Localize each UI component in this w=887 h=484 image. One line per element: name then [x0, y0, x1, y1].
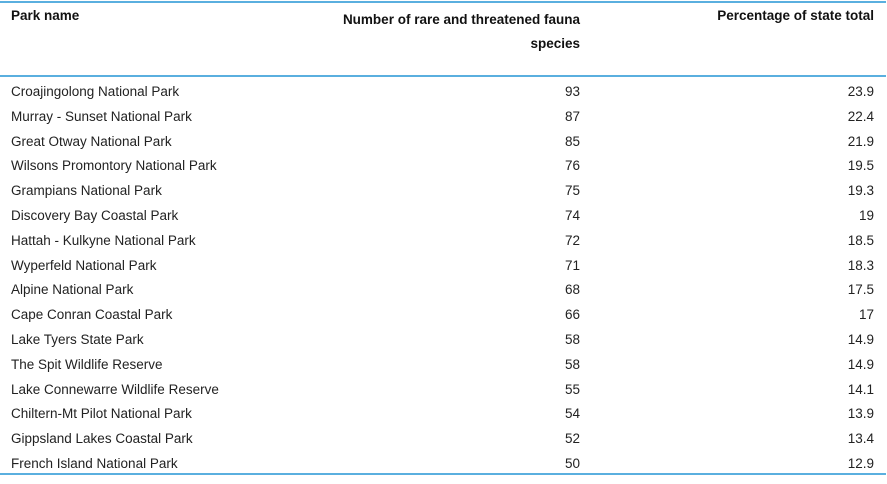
table-body: Croajingolong National Park 93 23.9 Murray … — [0, 80, 887, 477]
percentage-cell: 12.9 — [847, 455, 874, 471]
park-name-cell: Chiltern-Mt Pilot National Park — [11, 406, 192, 422]
park-name-cell: Discovery Bay Coastal Park — [11, 207, 179, 223]
table-row: French Island National Park 50 12.9 — [0, 452, 887, 477]
species-count-cell: 71 — [564, 257, 580, 273]
table-row: Cape Conran Coastal Park 66 17 — [0, 303, 887, 328]
table-top-rule — [0, 1, 886, 3]
header-species-count-line1: Number of rare and threatened fauna — [342, 12, 580, 27]
species-count-cell: 55 — [564, 381, 580, 397]
table-row: Croajingolong National Park 93 23.9 — [0, 80, 887, 105]
percentage-cell: 19.5 — [847, 158, 874, 174]
header-percentage: Percentage of state total — [717, 8, 874, 23]
percentage-cell: 14.9 — [847, 331, 874, 347]
percentage-cell: 14.1 — [847, 381, 874, 397]
table-row: Hattah - Kulkyne National Park 72 18.5 — [0, 229, 887, 254]
species-count-cell: 75 — [564, 183, 580, 199]
percentage-cell: 21.9 — [847, 133, 874, 149]
species-count-cell: 58 — [564, 331, 580, 347]
table-row: Lake Connewarre Wildlife Reserve 55 14.1 — [0, 378, 887, 403]
park-name-cell: Croajingolong National Park — [11, 84, 180, 99]
species-count-cell: 93 — [564, 84, 580, 99]
table-row: Grampians National Park 75 19.3 — [0, 179, 887, 204]
species-count-cell: 76 — [564, 158, 580, 174]
percentage-cell: 13.4 — [847, 431, 874, 447]
percentage-cell: 19 — [858, 207, 874, 223]
park-name-cell: Wilsons Promontory National Park — [11, 158, 217, 174]
park-name-cell: Cape Conran Coastal Park — [11, 307, 173, 323]
percentage-cell: 22.4 — [847, 108, 874, 124]
species-count-cell: 74 — [564, 207, 580, 223]
table-row: Murray - Sunset National Park 87 22.4 — [0, 105, 887, 130]
header-species-count-line2: species — [530, 36, 580, 51]
park-name-cell: French Island National Park — [11, 455, 178, 471]
park-name-cell: Hattah - Kulkyne National Park — [11, 232, 196, 248]
table-row: Gippsland Lakes Coastal Park 52 13.4 — [0, 427, 887, 452]
table-row: Discovery Bay Coastal Park 74 19 — [0, 204, 887, 229]
percentage-cell: 19.3 — [847, 183, 874, 199]
table-row: Wilsons Promontory National Park 76 19.5 — [0, 154, 887, 179]
park-name-cell: Lake Connewarre Wildlife Reserve — [11, 381, 219, 397]
park-name-cell: Alpine National Park — [11, 282, 134, 298]
table-bottom-rule — [0, 473, 886, 475]
park-name-cell: Lake Tyers State Park — [11, 331, 144, 347]
percentage-cell: 18.3 — [847, 257, 874, 273]
percentage-cell: 17.5 — [847, 282, 874, 298]
species-count-cell: 52 — [564, 431, 580, 447]
header-species-count: Number of rare and threatened fauna spec… — [280, 8, 580, 56]
park-name-cell: The Spit Wildlife Reserve — [11, 356, 163, 372]
park-name-cell: Great Otway National Park — [11, 133, 172, 149]
table-row: The Spit Wildlife Reserve 58 14.9 — [0, 353, 887, 378]
percentage-cell: 18.5 — [847, 232, 874, 248]
species-count-cell: 66 — [564, 307, 580, 323]
header-park-name: Park name — [11, 8, 80, 23]
species-count-cell: 85 — [564, 133, 580, 149]
species-count-cell: 68 — [564, 282, 580, 298]
percentage-cell: 13.9 — [847, 406, 874, 422]
table-row: Wyperfeld National Park 71 18.3 — [0, 254, 887, 279]
percentage-cell: 14.9 — [847, 356, 874, 372]
species-count-cell: 50 — [564, 455, 580, 471]
table-row: Great Otway National Park 85 21.9 — [0, 130, 887, 155]
table-row: Chiltern-Mt Pilot National Park 54 13.9 — [0, 402, 887, 427]
park-name-cell: Grampians National Park — [11, 183, 162, 199]
park-name-cell: Wyperfeld National Park — [11, 257, 157, 273]
species-count-cell: 54 — [564, 406, 580, 422]
header-bottom-rule — [0, 75, 886, 77]
percentage-cell: 17 — [858, 307, 874, 323]
species-count-cell: 58 — [564, 356, 580, 372]
species-count-cell: 72 — [564, 232, 580, 248]
park-name-cell: Murray - Sunset National Park — [11, 108, 192, 124]
percentage-cell: 23.9 — [847, 84, 874, 99]
species-count-cell: 87 — [564, 108, 580, 124]
table-row: Alpine National Park 68 17.5 — [0, 278, 887, 303]
park-name-cell: Gippsland Lakes Coastal Park — [11, 431, 193, 447]
table-row: Lake Tyers State Park 58 14.9 — [0, 328, 887, 353]
